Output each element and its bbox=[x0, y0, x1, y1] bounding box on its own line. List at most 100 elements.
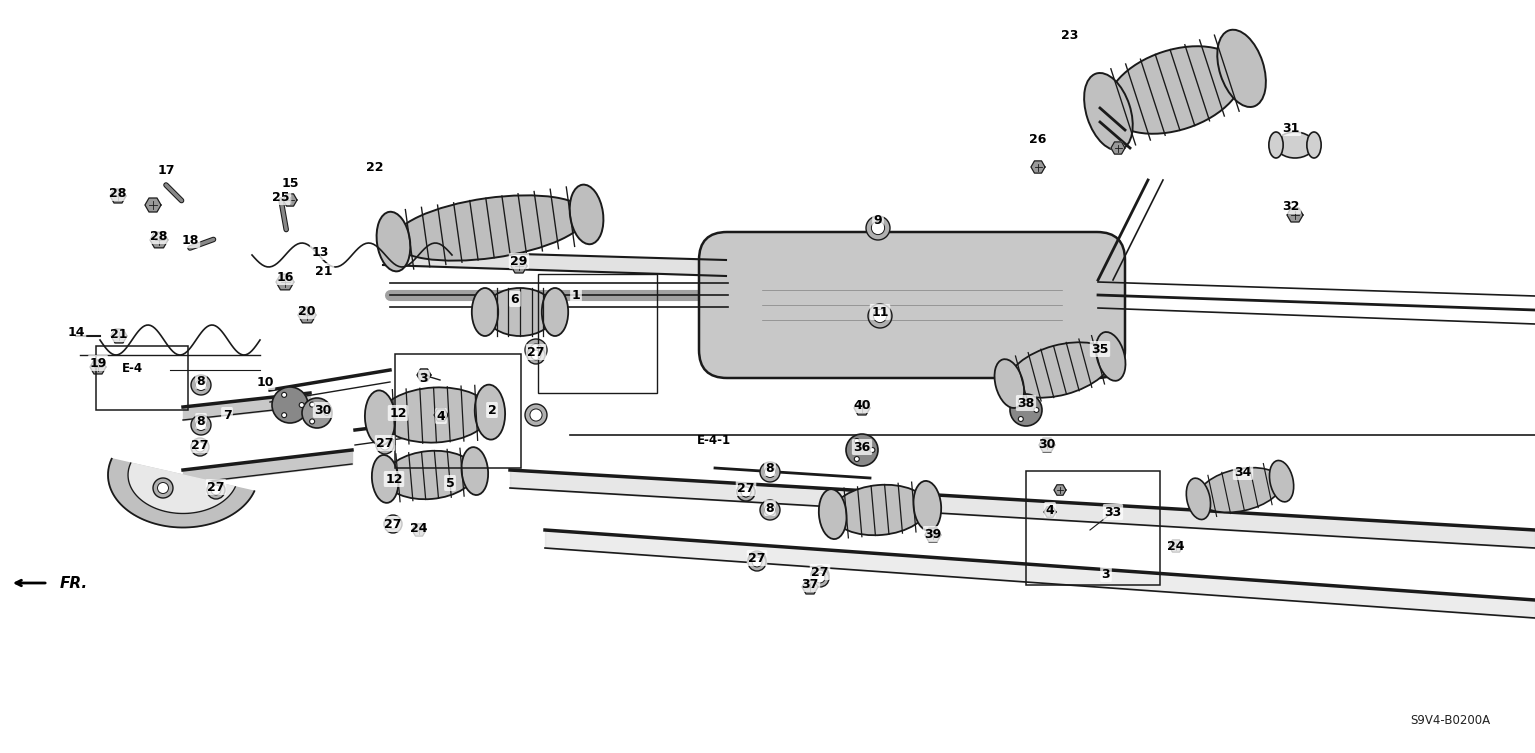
Polygon shape bbox=[150, 232, 167, 248]
Polygon shape bbox=[1032, 161, 1045, 173]
Circle shape bbox=[873, 309, 887, 322]
Circle shape bbox=[272, 387, 309, 423]
Text: 29: 29 bbox=[510, 255, 528, 267]
Circle shape bbox=[748, 553, 766, 571]
Text: 31: 31 bbox=[1282, 121, 1300, 135]
Ellipse shape bbox=[474, 385, 505, 440]
Text: 28: 28 bbox=[109, 187, 127, 200]
Text: 25: 25 bbox=[272, 191, 290, 203]
Text: 35: 35 bbox=[1091, 343, 1108, 355]
Text: 4: 4 bbox=[1045, 504, 1055, 517]
Text: 27: 27 bbox=[192, 438, 209, 452]
Circle shape bbox=[760, 500, 780, 520]
Text: 28: 28 bbox=[150, 230, 167, 242]
Ellipse shape bbox=[376, 212, 410, 271]
Ellipse shape bbox=[1199, 468, 1282, 512]
Text: 27: 27 bbox=[207, 480, 224, 493]
Text: 23: 23 bbox=[1061, 29, 1079, 41]
Circle shape bbox=[154, 478, 173, 498]
Text: 27: 27 bbox=[376, 437, 394, 450]
Ellipse shape bbox=[995, 359, 1024, 408]
Text: S9V4-B0200A: S9V4-B0200A bbox=[1409, 714, 1490, 727]
Circle shape bbox=[866, 216, 890, 240]
Circle shape bbox=[867, 304, 892, 328]
Ellipse shape bbox=[371, 455, 399, 503]
Circle shape bbox=[525, 404, 546, 426]
Text: 8: 8 bbox=[196, 414, 206, 428]
Text: 17: 17 bbox=[157, 163, 175, 176]
Polygon shape bbox=[1039, 438, 1055, 452]
Text: 11: 11 bbox=[872, 306, 889, 319]
Polygon shape bbox=[127, 463, 235, 514]
Circle shape bbox=[870, 447, 875, 453]
Circle shape bbox=[737, 483, 755, 501]
Text: E-4: E-4 bbox=[121, 361, 143, 374]
Circle shape bbox=[760, 462, 780, 482]
Text: 7: 7 bbox=[223, 408, 232, 422]
Circle shape bbox=[195, 419, 207, 431]
Ellipse shape bbox=[393, 195, 586, 261]
Text: 38: 38 bbox=[1018, 397, 1035, 410]
Circle shape bbox=[815, 573, 824, 583]
Polygon shape bbox=[1055, 485, 1065, 495]
Ellipse shape bbox=[485, 288, 556, 336]
Circle shape bbox=[310, 402, 315, 407]
Ellipse shape bbox=[1217, 29, 1266, 107]
Circle shape bbox=[872, 221, 884, 235]
FancyBboxPatch shape bbox=[698, 232, 1125, 378]
Polygon shape bbox=[434, 409, 448, 421]
Text: 3: 3 bbox=[1102, 568, 1110, 581]
Circle shape bbox=[310, 419, 315, 424]
Text: 26: 26 bbox=[1030, 133, 1047, 145]
Polygon shape bbox=[111, 189, 126, 203]
Polygon shape bbox=[801, 580, 818, 594]
Circle shape bbox=[388, 519, 398, 529]
Text: 36: 36 bbox=[853, 441, 870, 453]
Text: 20: 20 bbox=[298, 304, 316, 318]
Circle shape bbox=[281, 392, 287, 398]
Text: E-4-1: E-4-1 bbox=[697, 434, 731, 447]
Ellipse shape bbox=[818, 489, 846, 539]
Text: 8: 8 bbox=[196, 374, 206, 388]
Circle shape bbox=[752, 557, 761, 567]
Text: 12: 12 bbox=[390, 407, 407, 419]
Ellipse shape bbox=[471, 288, 499, 336]
Ellipse shape bbox=[569, 184, 603, 244]
Text: 40: 40 bbox=[853, 398, 870, 411]
Circle shape bbox=[752, 555, 761, 565]
Ellipse shape bbox=[1084, 73, 1133, 151]
Ellipse shape bbox=[1008, 343, 1111, 398]
Ellipse shape bbox=[1306, 132, 1322, 158]
Text: 21: 21 bbox=[111, 328, 127, 340]
Polygon shape bbox=[282, 194, 296, 206]
Text: 30: 30 bbox=[1038, 437, 1056, 450]
Polygon shape bbox=[411, 524, 427, 536]
Ellipse shape bbox=[832, 485, 927, 535]
Circle shape bbox=[190, 415, 210, 435]
Text: 27: 27 bbox=[527, 346, 545, 358]
Circle shape bbox=[741, 487, 751, 497]
Circle shape bbox=[302, 398, 332, 428]
Circle shape bbox=[748, 551, 766, 569]
Circle shape bbox=[195, 380, 207, 391]
Polygon shape bbox=[144, 198, 161, 212]
Circle shape bbox=[846, 434, 878, 466]
Polygon shape bbox=[1170, 540, 1183, 552]
Circle shape bbox=[764, 467, 775, 477]
Circle shape bbox=[741, 487, 751, 497]
Circle shape bbox=[1018, 416, 1024, 422]
Circle shape bbox=[381, 440, 390, 450]
Polygon shape bbox=[107, 459, 255, 528]
Circle shape bbox=[1010, 394, 1042, 426]
Text: 19: 19 bbox=[89, 356, 107, 370]
Text: 4: 4 bbox=[436, 410, 445, 422]
Text: 34: 34 bbox=[1234, 465, 1251, 478]
Circle shape bbox=[190, 438, 209, 456]
Text: FR.: FR. bbox=[60, 575, 87, 590]
Circle shape bbox=[195, 442, 206, 452]
Text: 27: 27 bbox=[812, 566, 829, 578]
Text: 33: 33 bbox=[1104, 505, 1122, 519]
Text: 37: 37 bbox=[801, 578, 818, 590]
Circle shape bbox=[158, 483, 169, 493]
Text: 39: 39 bbox=[924, 528, 941, 541]
